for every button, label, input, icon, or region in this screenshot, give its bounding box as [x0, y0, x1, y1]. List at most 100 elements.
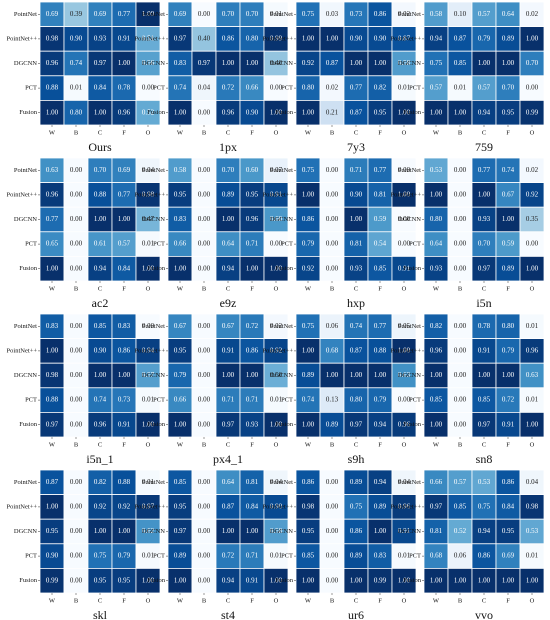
heatmap-cell: [239, 411, 265, 438]
cell-label: 0.00: [198, 552, 211, 560]
y-tick-label: PointNet: [398, 167, 421, 174]
heatmap-cell: [263, 568, 289, 594]
cell-label: 0.91: [270, 191, 283, 199]
heatmap-cell: [519, 157, 545, 184]
heatmap-cell: [495, 362, 521, 389]
heatmap-cell: [391, 568, 417, 594]
x-tick-label: W: [305, 597, 312, 604]
x-tick-label: W: [433, 441, 440, 448]
cell-label: 0.01: [526, 322, 539, 330]
cell-label: 0.85: [302, 552, 315, 560]
x-tick-label: O: [402, 597, 407, 604]
heatmap-cell: [215, 313, 241, 340]
cell-label: 0.58: [174, 166, 187, 174]
y-tick-label: Fusion: [275, 577, 293, 584]
cell-label: 0.80: [302, 84, 315, 92]
heatmap-cell: [495, 469, 521, 496]
heatmap-cell: [111, 362, 137, 389]
cell-label: 0.75: [302, 10, 315, 18]
heatmap-cell: [319, 387, 345, 413]
heatmap-cell: [191, 50, 217, 77]
y-tick-label: PointNet: [270, 11, 293, 18]
cell-label: 0.78: [118, 84, 131, 92]
x-tick-label: O: [146, 597, 151, 604]
cell-label: 1.00: [478, 59, 491, 67]
y-tick-label: DGCNN: [398, 60, 421, 67]
y-tick-label: PointNet: [398, 323, 421, 330]
cell-label: 1.00: [326, 35, 339, 43]
cell-label: 0.96: [398, 503, 411, 511]
heatmap-cell: [447, 469, 473, 496]
heatmap-cell: [495, 206, 521, 233]
y-tick-label: PCT: [281, 241, 293, 248]
cell-label: 1.00: [246, 527, 259, 535]
x-tick-label: B: [202, 129, 207, 136]
cell-label: 1.00: [174, 420, 187, 428]
cell-label: 1.00: [478, 371, 491, 379]
y-tick-label: PointNet++: [7, 347, 38, 354]
cell-label: 0.06: [454, 552, 467, 560]
heatmap-cell: [519, 100, 545, 126]
cell-label: 0.01: [142, 240, 155, 248]
heatmap-cell: [111, 182, 137, 208]
heatmap-cell: [39, 157, 65, 184]
heatmap-cell: [319, 255, 345, 282]
cell-label: 0.67: [502, 191, 515, 199]
y-tick-label: PointNet++: [7, 191, 38, 198]
y-tick-label: Fusion: [19, 265, 37, 272]
cell-label: 0.00: [454, 264, 467, 272]
cell-label: 1.00: [430, 371, 443, 379]
heatmap-cell: [447, 75, 473, 101]
heatmap-cell: [263, 255, 289, 282]
y-tick-label: PointNet: [398, 11, 421, 18]
heatmap-cell: [519, 494, 545, 520]
cell-label: 0.00: [70, 215, 83, 223]
cell-label: 1.00: [398, 576, 411, 584]
y-tick-label: Fusion: [403, 109, 421, 116]
heatmap-cell: [423, 469, 449, 496]
cell-label: 0.89: [350, 478, 363, 486]
x-tick-label: F: [378, 597, 382, 604]
heatmap-cell: [519, 50, 545, 77]
heatmap-cell: [471, 206, 497, 233]
cell-label: 0.21: [326, 108, 339, 116]
cell-label: 0.00: [142, 322, 155, 330]
heatmap-cell: [215, 231, 241, 257]
cell-label: 0.00: [326, 552, 339, 560]
x-tick-label: O: [274, 129, 279, 136]
cell-label: 0.01: [142, 396, 155, 404]
cell-label: 0.57: [430, 84, 443, 92]
cell-label: 0.00: [70, 552, 83, 560]
x-tick-label: B: [458, 285, 463, 292]
cell-label: 0.35: [526, 215, 539, 223]
cell-label: 0.92: [302, 59, 315, 67]
cell-label: 0.06: [326, 322, 339, 330]
x-tick-label: O: [530, 285, 535, 292]
heatmap-cell: [495, 387, 521, 413]
cell-label: 0.85: [174, 478, 187, 486]
heatmap-cell: [471, 50, 497, 77]
heatmap-cell: [423, 494, 449, 520]
cell-label: 0.69: [94, 10, 107, 18]
x-tick-label: C: [226, 129, 230, 136]
heatmap-cell: [191, 568, 217, 594]
y-tick-label: DGCNN: [142, 216, 165, 223]
cell-label: 1.00: [246, 371, 259, 379]
cell-label: 0.98: [46, 35, 59, 43]
cell-label: 1.00: [222, 527, 235, 535]
heatmap-cell: [295, 338, 321, 364]
x-tick-label: B: [458, 597, 463, 604]
cell-label: 0.97: [478, 264, 491, 272]
heatmap-cell: [391, 362, 417, 389]
cell-label: 0.91: [118, 420, 131, 428]
heatmap-cell: [391, 255, 417, 282]
cell-label: 0.85: [430, 396, 443, 404]
heatmap-cell: [111, 313, 137, 340]
cell-label: 0.98: [526, 503, 539, 511]
heatmap-cell: [447, 50, 473, 77]
y-tick-label: PCT: [25, 85, 37, 92]
cell-label: 0.00: [142, 84, 155, 92]
cell-label: 0.95: [174, 503, 187, 511]
cell-label: 0.00: [454, 347, 467, 355]
heatmap-cell: [167, 387, 193, 413]
